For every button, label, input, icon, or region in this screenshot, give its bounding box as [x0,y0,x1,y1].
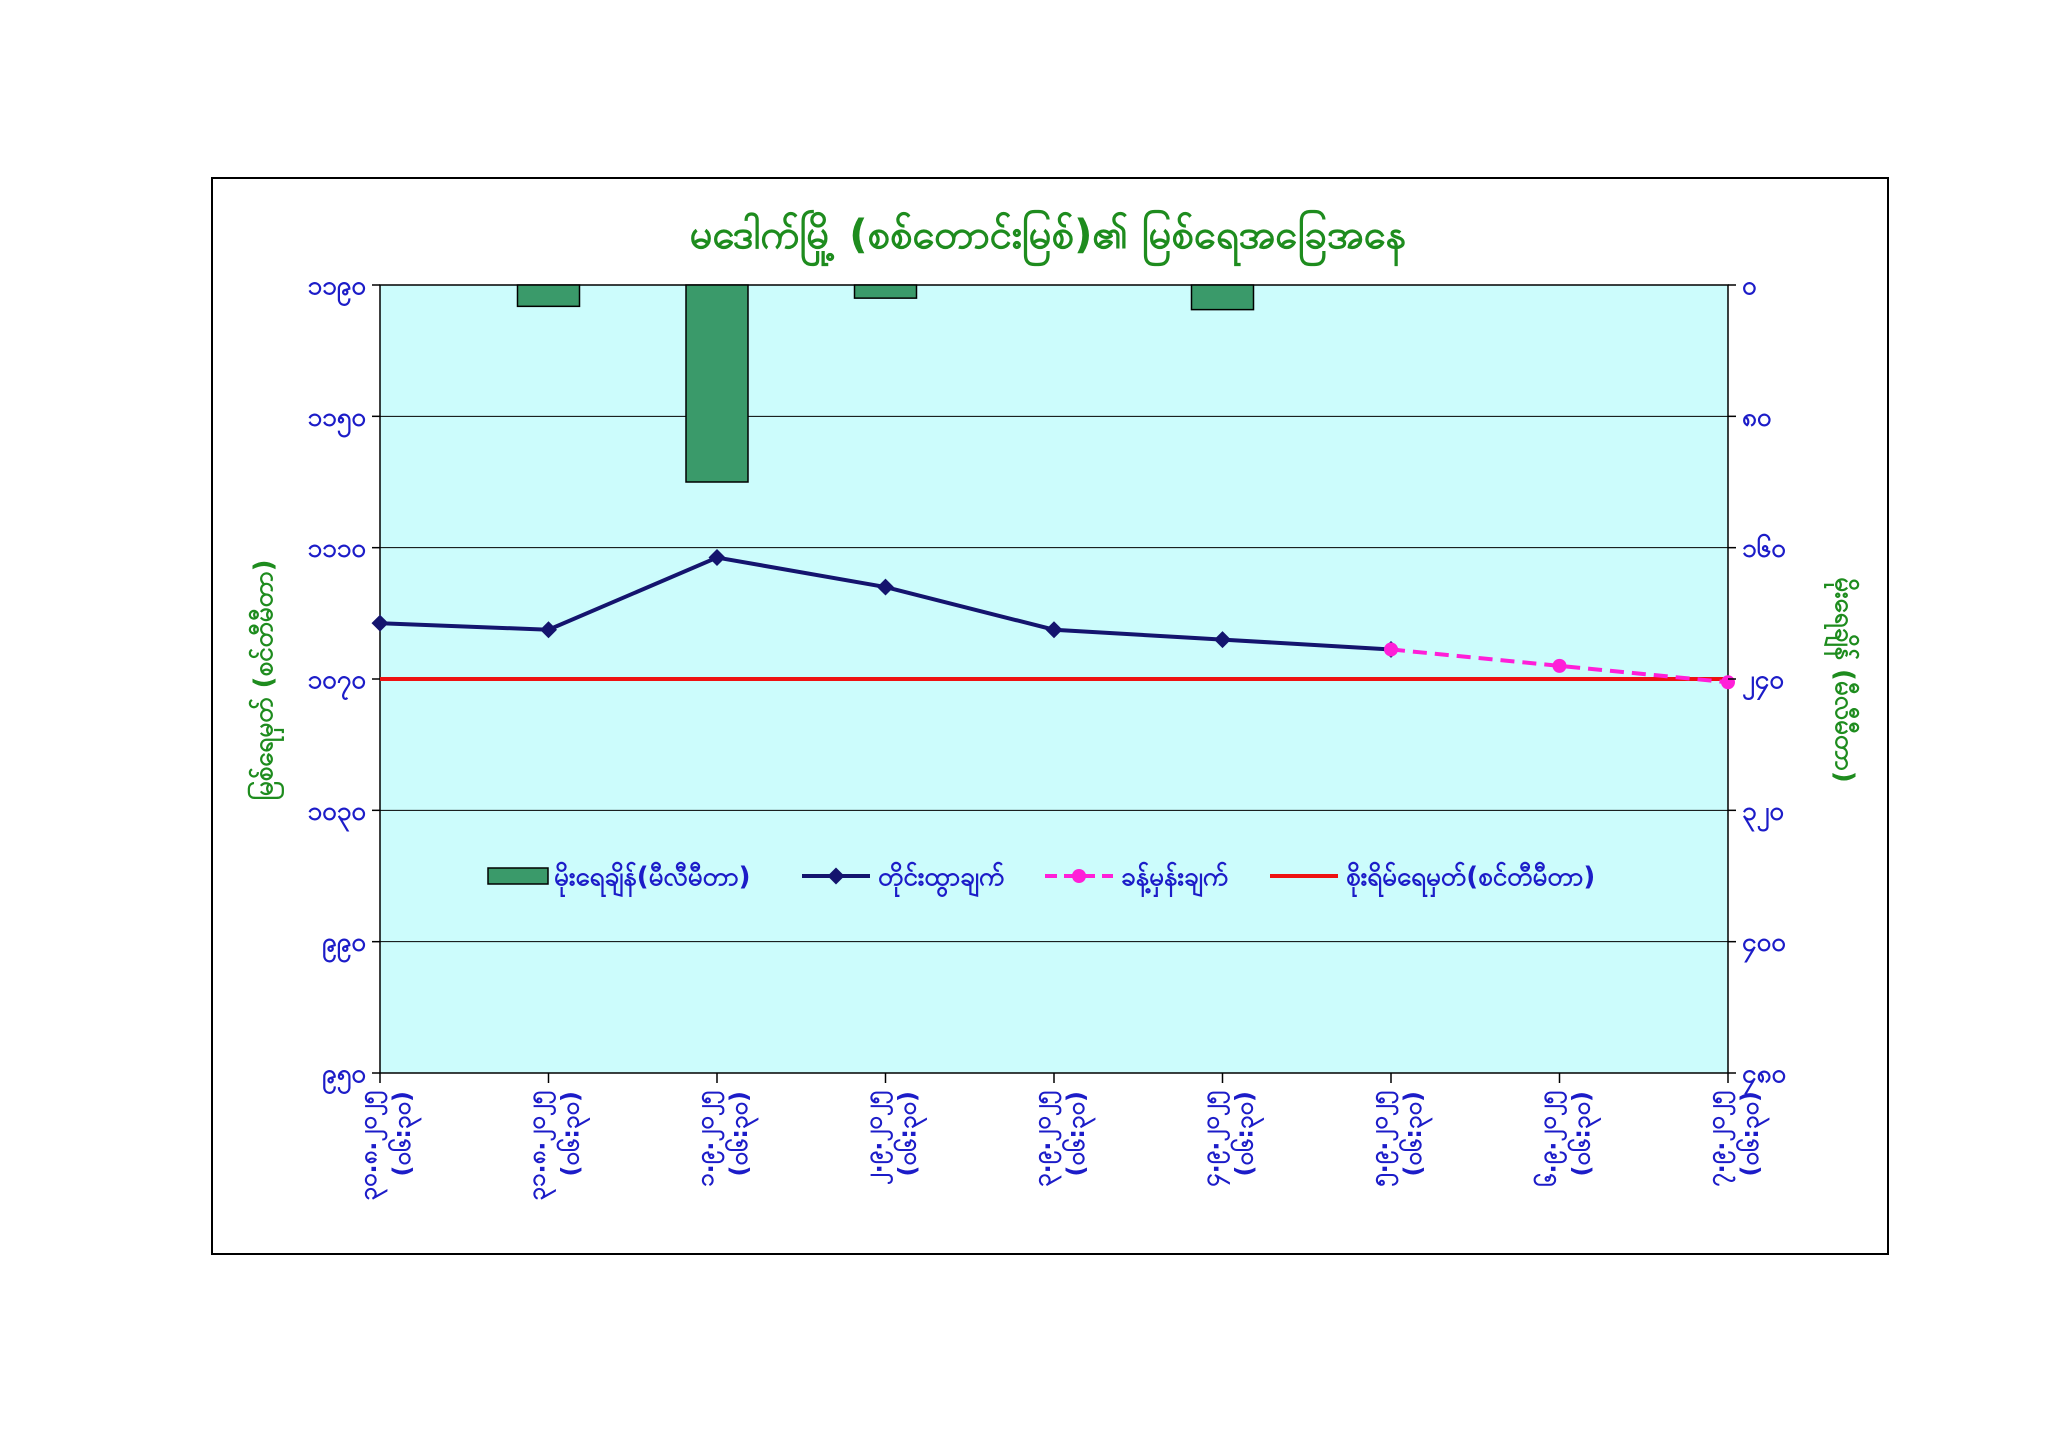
right-axis-label: မိုးရေချိန် (မီလီမီတာ) [1823,577,1860,783]
x-tick-label: ၆.၉.၂၀၂၅ (၀၆:၃၀) [1533,1091,1602,1187]
left-tick-label: ၁၁၁၀ [308,534,367,564]
right-tick-label: ၃၂၀ [1742,796,1784,832]
chart-title: မဒေါက်မြို့ (စစ်တောင်းမြစ်)၏ မြစ်ရေအခြေအ… [690,210,1407,267]
forecast-point [1552,658,1567,673]
left-tick-label: ၁၀၃၀ [308,796,367,832]
right-tick-label: ၁၆၀ [1742,532,1786,564]
right-tick-label: ၀ [1742,271,1757,301]
left-tick-label: ၁၁၅၀ [308,402,367,438]
x-tick-label: ၁.၉.၂၀၂၅ (၀၆:၃၀) [691,1091,759,1187]
rainfall-bar [685,284,749,483]
legend-marker-observed [827,867,845,885]
rainfall-bar [516,284,581,308]
right-tick-label: ၄၀၀ [1742,928,1786,964]
legend-label: မိုးရေချိန်(မီလီမီတာ) [554,861,751,898]
forecast-line [1390,647,1729,685]
x-tick-label: ၂.၉.၂၀၂၅ (၀၆:၃၀) [860,1091,928,1185]
left-axis-label: မြစ်ရေမှတ် (စင်တီမီတာ) [246,559,285,800]
x-tick-label: ၅.၉.၂၀၂၅ (၀၆:၃၀) [1365,1091,1433,1187]
legend-label: ခန့်မှန်းချက် [1121,861,1229,898]
legend-label: စိုးရိမ်ရေမှတ်(စင်တီမီတာ) [1346,861,1595,898]
left-tick-label: ၉၉၀ [322,928,366,964]
observed-point [877,578,894,596]
rainfall-bar [853,284,918,299]
level-lines [371,549,1735,690]
x-tick-label: ၃.၉.၂၀၂၅ (၀၆:၃၀) [1028,1091,1096,1187]
x-tick-label: ၇.၉.၂၀၂၅ (၀၆:၃၀) [1702,1091,1770,1187]
forecast-point [1384,642,1398,657]
observed-point [708,549,726,567]
legend-label: တိုင်းထွာချက် [878,861,1005,898]
right-tick-label: ၈၀ [1742,402,1772,432]
observed-point [1045,621,1063,639]
legend: မိုးရေချိန်(မီလီမီတာ) တိုင်းထွာချက် ခန့်မှ… [487,861,1595,898]
observed-point [1214,631,1231,649]
observed-point [540,621,557,639]
legend-marker-forecast [1072,869,1086,883]
observed-point [371,614,389,632]
legend-swatch-rainfall [487,867,549,885]
x-tick-label: ၄.၉.၂၀၂၅ (၀၆:၃၀) [1197,1091,1265,1187]
rainfall-bars [516,284,1255,483]
rainfall-bar [1190,284,1255,311]
forecast-point [1721,675,1735,690]
